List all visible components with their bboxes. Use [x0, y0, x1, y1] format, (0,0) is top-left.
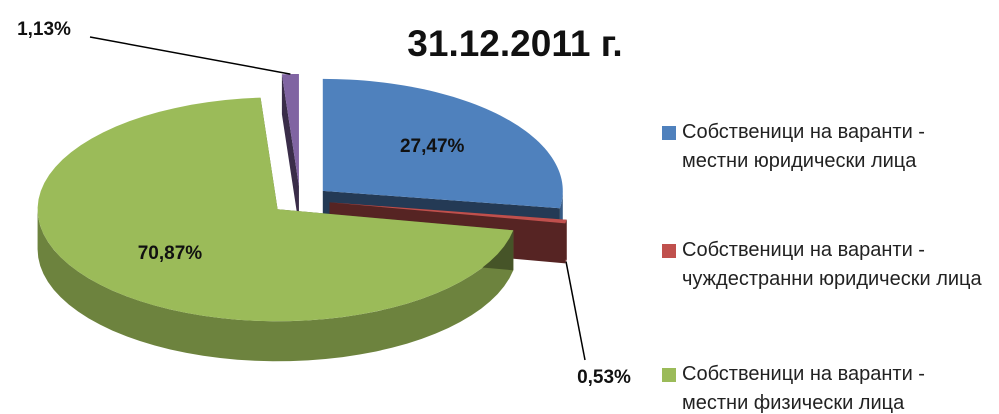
slice-side: [37, 209, 514, 362]
legend-label: Собственици на варанти - местни физическ…: [682, 363, 925, 414]
legend-swatch: [662, 244, 676, 258]
slice: [329, 202, 567, 224]
legend-item: Собственици на варанти - чуждестранни юр…: [662, 236, 992, 294]
slice: [281, 74, 299, 187]
slice: [37, 97, 514, 322]
data-label: 1,13%: [17, 19, 71, 40]
legend-item: Собственици на варанти - местни физическ…: [662, 360, 992, 414]
leader-line: [89, 36, 291, 75]
data-label: 70,87%: [138, 243, 203, 264]
data-label: 27,47%: [400, 136, 465, 157]
legend-item: Собственици на варанти - местни юридичес…: [662, 118, 992, 176]
legend-swatch: [662, 368, 676, 382]
chart-title: 31.12.2011 г.: [407, 23, 622, 64]
legend-label: Собственици на варанти - местни юридичес…: [682, 121, 925, 172]
legend-swatch: [662, 126, 676, 140]
slice-face: [281, 74, 299, 227]
data-label: 0,53%: [577, 367, 631, 388]
leader-line: [565, 261, 586, 361]
slice: [322, 78, 563, 209]
legend-label: Собственици на варанти - чуждестранни юр…: [682, 239, 982, 290]
